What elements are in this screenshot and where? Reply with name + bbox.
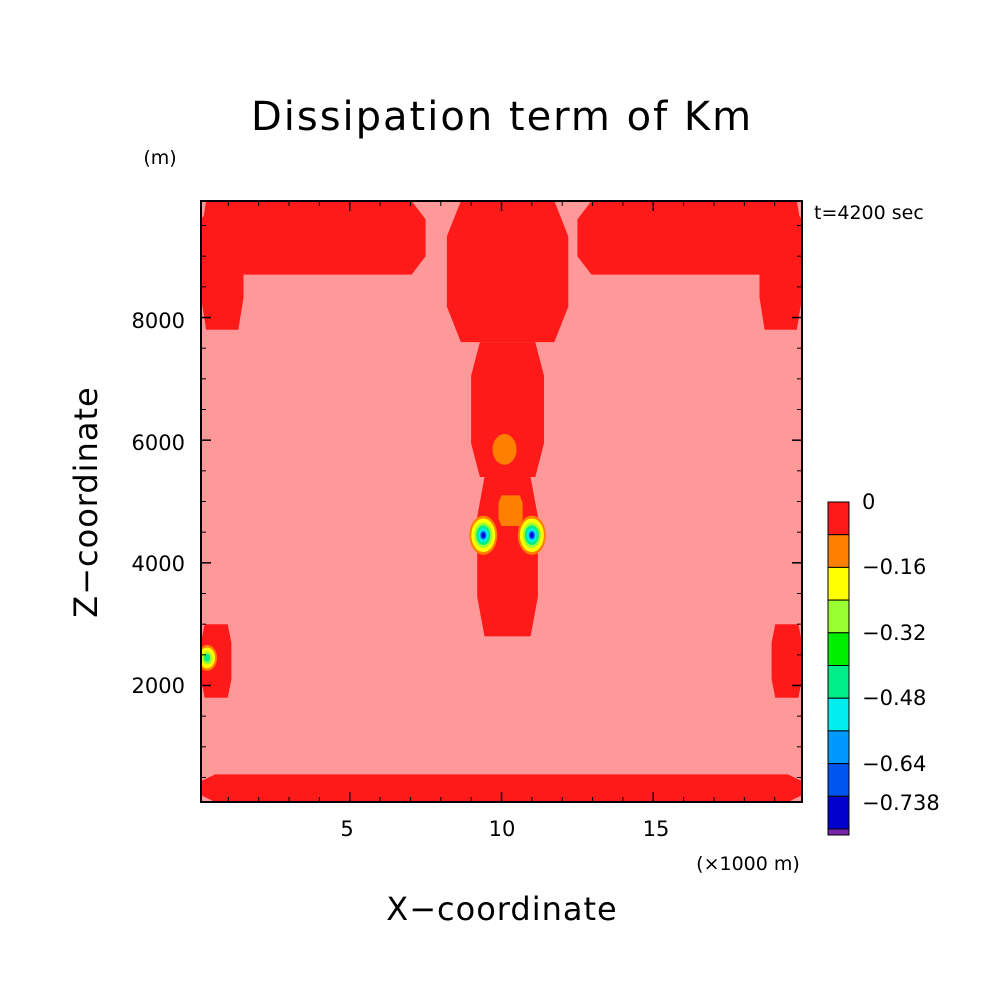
y-tick-label-4000: 4000 [132,552,185,576]
colorbar-swatch-0 [827,501,850,536]
x-tick-label-10: 10 [489,817,516,841]
contour-region-cold-spot-left-ring-6 [481,533,485,538]
contour-region-central-column-mid [471,342,544,477]
contour-region-cold-spot-right [517,515,546,555]
contour-region-top-band-left [201,201,426,275]
colorbar-swatch-4 [827,632,850,666]
x-tick-label-5: 5 [340,817,353,841]
colorbar-label-1: −0.16 [862,555,926,579]
contour-region-central-column-upper [446,201,569,343]
chart-title: Dissipation term of Km [251,94,753,140]
contour-region-central-column-lower [477,477,538,637]
contour-region-top-left-corner [201,201,244,330]
x-axis-label: X−coordinate [386,890,617,928]
colorbar-swatch-9 [827,795,850,830]
contour-region-right-edge-patch [771,624,802,698]
colorbar-swatch-6 [827,697,850,732]
contour-region-bottom-band [201,774,802,802]
y-tick-label-6000: 6000 [132,431,185,455]
y-tick-label-2000: 2000 [132,674,185,698]
contour-region-orange-tip-upper-fill [492,434,517,465]
contour-region-orange-tip-upper [492,434,517,465]
x-tick-label-15: 15 [643,817,670,841]
colorbar-swatch-5 [827,665,850,699]
contour-layer [201,201,802,802]
colorbar-swatch-3 [827,599,850,634]
colorbar-label-2: −0.32 [862,621,926,645]
y-tick-label-8000: 8000 [132,309,185,333]
colorbar-label-3: −0.48 [862,686,926,710]
time-label: t=4200 sec [814,202,924,224]
y-axis-label: Z−coordinate [67,386,105,617]
contour-region-top-band-right [577,201,802,275]
contour-region-orange-core [498,495,523,526]
colorbar-swatch-8 [827,763,850,797]
contour-region-cold-spot-right-ring-6 [530,533,534,538]
colorbar [827,501,850,836]
y-unit-label: (m) [143,147,176,169]
colorbar-label-5: −0.738 [862,791,940,815]
colorbar-swatch-10 [827,828,850,836]
colorbar-swatch-2 [827,566,850,601]
contour-region-top-right-corner [759,201,802,330]
colorbar-swatch-7 [827,730,850,765]
contour-region-left-edge-spot-ring-3 [204,653,211,662]
x-unit-label: (×1000 m) [696,853,800,875]
axis-ticks [201,201,802,802]
plot-area [201,201,802,802]
contour-region-left-edge-spot [201,644,218,671]
contour-region-cold-spot-left [469,515,498,555]
colorbar-swatch-1 [827,534,850,568]
colorbar-label-0: 0 [862,490,875,514]
colorbar-label-4: −0.64 [862,752,926,776]
